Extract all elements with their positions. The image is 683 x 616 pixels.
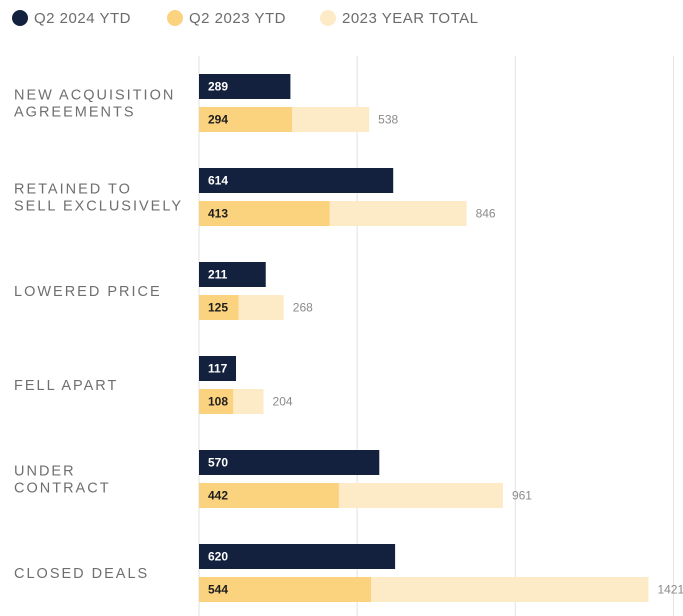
label-q2-2024-4: 570 xyxy=(208,456,228,470)
legend-swatch-0 xyxy=(12,10,28,26)
category-label-2-0: LOWERED PRICE xyxy=(14,284,162,300)
bars xyxy=(199,74,649,602)
bar-q2-2023-2 xyxy=(199,295,239,320)
label-q2-2024-1: 614 xyxy=(208,174,228,188)
label-q2-2024-5: 620 xyxy=(208,550,228,564)
label-q2-2023-3: 108 xyxy=(208,395,228,409)
label-2023-total-0: 538 xyxy=(378,113,398,127)
category-label-0-0: NEW ACQUISITION xyxy=(14,88,175,104)
legend-swatch-2 xyxy=(320,10,336,26)
legend-label-0: Q2 2024 YTD xyxy=(34,10,131,27)
label-q2-2023-1: 413 xyxy=(208,207,228,221)
category-label-4-0: UNDER xyxy=(14,464,76,480)
bar-q2-2024-0 xyxy=(199,74,291,99)
bar-q2-2023-5 xyxy=(199,577,372,602)
bar-q2-2023-1 xyxy=(199,201,330,226)
label-q2-2024-3: 117 xyxy=(208,362,228,376)
bar-q2-2024-3 xyxy=(199,356,237,381)
legend: Q2 2024 YTD Q2 2023 YTD 2023 YEAR TOTAL xyxy=(12,10,478,27)
legend-swatch-1 xyxy=(167,10,183,26)
bar-q2-2023-3 xyxy=(199,389,234,414)
category-label-5-0: CLOSED DEALS xyxy=(14,566,149,582)
bar-q2-2024-2 xyxy=(199,262,266,287)
gridlines xyxy=(198,56,674,616)
label-2023-total-3: 204 xyxy=(273,395,293,409)
bar-q2-2024-1 xyxy=(199,168,394,193)
category-label-1-1: SELL EXCLUSIVELY xyxy=(14,199,183,215)
legend-label-1: Q2 2023 YTD xyxy=(189,10,286,27)
bar-q2-2023-4 xyxy=(199,483,339,508)
data-labels: 289 294 538 614 413 846 211 125 268 117 108 204 570 4… xyxy=(208,80,683,597)
label-q2-2024-0: 289 xyxy=(208,80,228,94)
category-label-4-1: CONTRACT xyxy=(14,481,111,497)
legend-label-2: 2023 YEAR TOTAL xyxy=(342,10,478,27)
label-2023-total-2: 268 xyxy=(293,301,313,315)
label-q2-2023-4: 442 xyxy=(208,489,228,503)
category-label-1-0: RETAINED TO xyxy=(14,182,132,198)
label-q2-2023-0: 294 xyxy=(208,113,228,127)
bar-q2-2023-0 xyxy=(199,107,292,132)
label-q2-2023-2: 125 xyxy=(208,301,228,315)
label-2023-total-4: 961 xyxy=(512,489,532,503)
bar-q2-2024-4 xyxy=(199,450,380,475)
bar-q2-2024-5 xyxy=(199,544,396,569)
label-2023-total-1: 846 xyxy=(476,207,496,221)
label-q2-2023-5: 544 xyxy=(208,583,228,597)
label-2023-total-5: 1421 xyxy=(657,583,683,597)
category-label-3-0: FELL APART xyxy=(14,378,118,394)
category-label-0-1: AGREEMENTS xyxy=(14,105,136,121)
label-q2-2024-2: 211 xyxy=(208,268,228,282)
